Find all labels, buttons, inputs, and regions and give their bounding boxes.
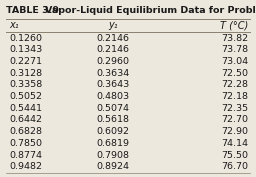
Text: 0.2146: 0.2146 xyxy=(96,34,129,42)
Text: 72.18: 72.18 xyxy=(221,92,248,101)
Text: 0.1260: 0.1260 xyxy=(9,34,42,42)
Text: 0.6819: 0.6819 xyxy=(96,139,129,148)
Text: 72.50: 72.50 xyxy=(221,69,248,78)
Text: 0.2271: 0.2271 xyxy=(9,57,42,66)
Text: 74.14: 74.14 xyxy=(221,139,248,148)
Text: 0.5441: 0.5441 xyxy=(9,104,42,113)
Text: 0.9482: 0.9482 xyxy=(9,162,42,171)
Text: 72.35: 72.35 xyxy=(221,104,248,113)
Text: 0.8924: 0.8924 xyxy=(96,162,129,171)
Text: 0.3358: 0.3358 xyxy=(9,80,42,89)
Text: 0.4803: 0.4803 xyxy=(96,92,129,101)
Text: 0.3643: 0.3643 xyxy=(96,80,129,89)
Text: 0.8774: 0.8774 xyxy=(9,150,42,159)
Text: 72.28: 72.28 xyxy=(221,80,248,89)
Text: 75.50: 75.50 xyxy=(221,150,248,159)
Text: 0.5052: 0.5052 xyxy=(9,92,42,101)
Text: 0.3634: 0.3634 xyxy=(96,69,129,78)
Text: 0.5618: 0.5618 xyxy=(96,115,129,124)
Text: x₁: x₁ xyxy=(9,20,19,30)
Text: 0.6092: 0.6092 xyxy=(96,127,129,136)
Text: T (°C): T (°C) xyxy=(220,20,248,30)
Text: 73.78: 73.78 xyxy=(221,45,248,54)
Text: 76.70: 76.70 xyxy=(221,162,248,171)
Text: 0.1343: 0.1343 xyxy=(9,45,42,54)
Text: 72.90: 72.90 xyxy=(221,127,248,136)
Text: 73.04: 73.04 xyxy=(221,57,248,66)
Text: Vapor-Liquid Equilibrium Data for Problem 3.11: Vapor-Liquid Equilibrium Data for Proble… xyxy=(45,6,256,15)
Text: 0.2146: 0.2146 xyxy=(96,45,129,54)
Text: 0.6828: 0.6828 xyxy=(9,127,42,136)
Text: 0.7850: 0.7850 xyxy=(9,139,42,148)
Text: 73.82: 73.82 xyxy=(221,34,248,42)
Text: 0.2960: 0.2960 xyxy=(96,57,129,66)
Text: 0.5074: 0.5074 xyxy=(96,104,129,113)
Text: 0.3128: 0.3128 xyxy=(9,69,42,78)
Text: 0.7908: 0.7908 xyxy=(96,150,129,159)
Text: TABLE 3.9: TABLE 3.9 xyxy=(6,6,59,15)
Text: 0.6442: 0.6442 xyxy=(9,115,42,124)
Text: 72.70: 72.70 xyxy=(221,115,248,124)
Text: y₁: y₁ xyxy=(108,20,118,30)
